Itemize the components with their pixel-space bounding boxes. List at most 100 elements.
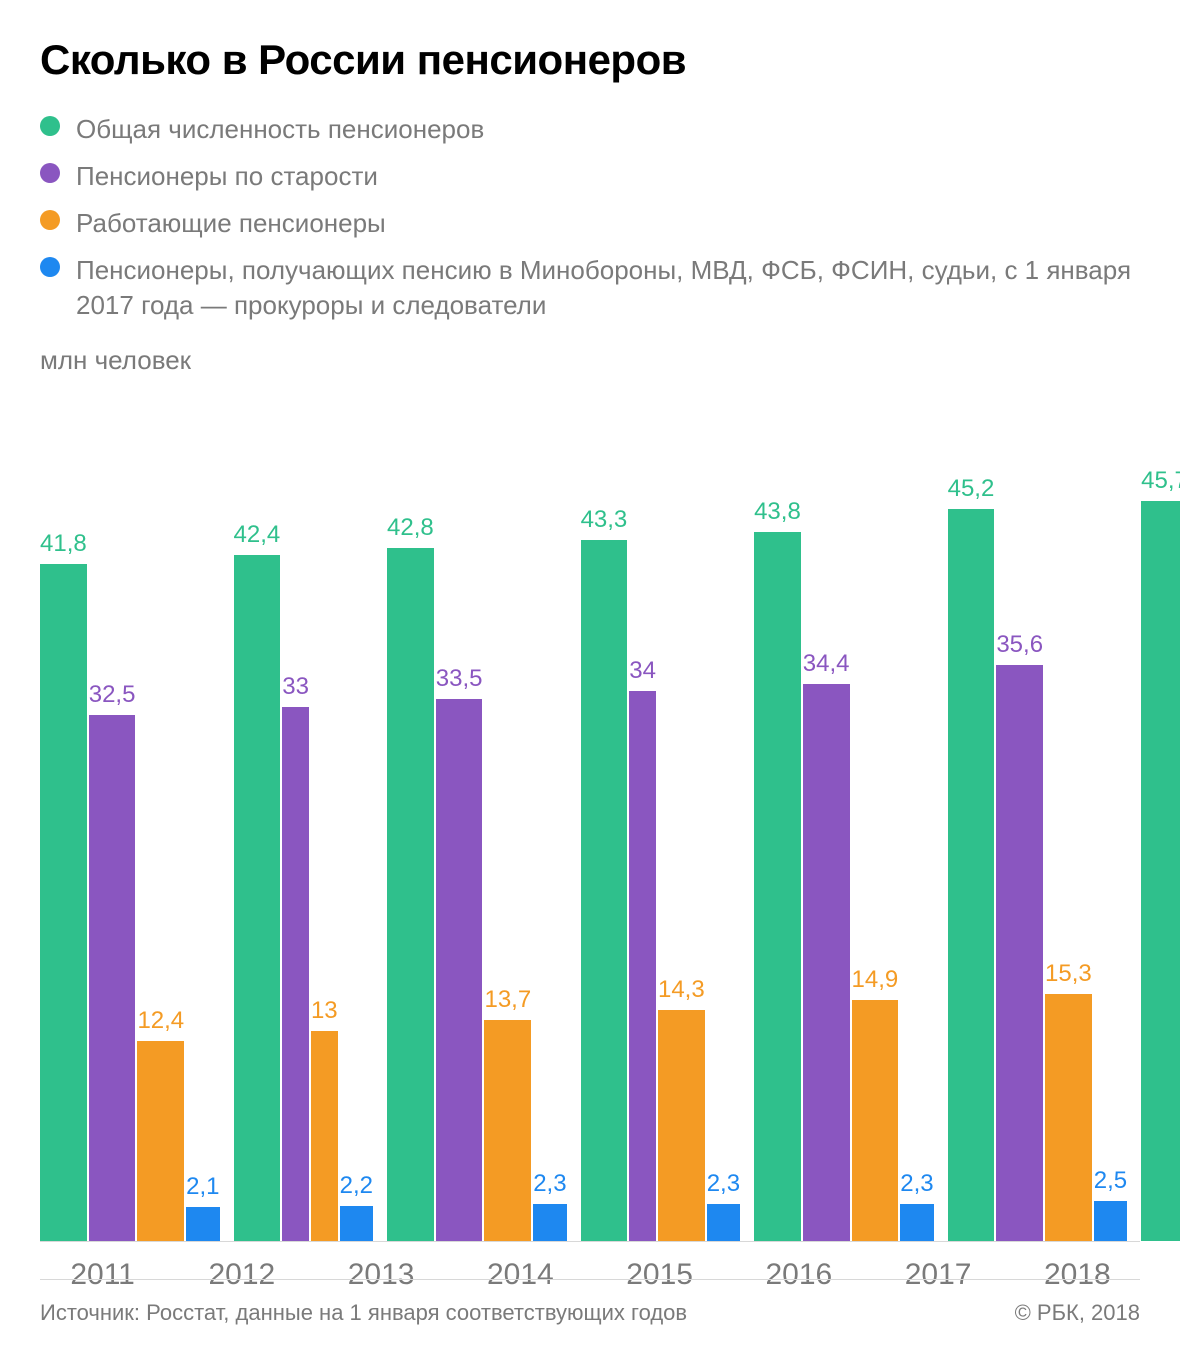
bar-value-label: 13,7 [484, 986, 531, 1014]
bar-value-label: 42,4 [234, 521, 281, 549]
year-group: 42,8 33,5 13,7 2,3 [387, 432, 567, 1241]
legend: Общая численность пенсионеров Пенсионеры … [40, 112, 1140, 323]
bar-wrap: 14,3 [658, 432, 705, 1241]
bar [1094, 1201, 1127, 1242]
bar-value-label: 2,3 [900, 1170, 933, 1198]
bar [533, 1204, 566, 1241]
bar [996, 665, 1043, 1242]
bar [754, 532, 801, 1242]
bar [234, 555, 281, 1242]
bar-wrap: 35,6 [996, 432, 1043, 1241]
year-group: 41,8 32,5 12,4 2,1 [40, 432, 220, 1241]
bar [137, 1041, 184, 1242]
legend-label: Пенсионеры, получающих пенсию в Миноборо… [76, 253, 1140, 323]
bar-wrap: 45,7 [1141, 432, 1180, 1241]
bar-wrap: 41,8 [40, 432, 87, 1241]
bar-wrap: 34,4 [803, 432, 850, 1241]
bar-wrap: 14,9 [852, 432, 899, 1241]
bar [852, 1000, 899, 1241]
bar [1141, 501, 1180, 1241]
bar [581, 540, 628, 1241]
bar-wrap: 13 [311, 432, 338, 1241]
bar-value-label: 14,3 [658, 976, 705, 1004]
bar [629, 691, 656, 1242]
legend-marker [40, 163, 60, 183]
bar-wrap: 2,3 [707, 432, 740, 1241]
chart-title: Сколько в России пенсионеров [40, 36, 1140, 84]
bar-wrap: 43,3 [581, 432, 628, 1241]
year-group: 43,8 34,4 14,9 2,3 [754, 432, 934, 1241]
bar-value-label: 14,9 [852, 966, 899, 994]
bar-wrap: 2,3 [533, 432, 566, 1241]
bar [387, 548, 434, 1241]
bar [803, 684, 850, 1241]
unit-label: млн человек [40, 345, 1140, 376]
bar-value-label: 33,5 [436, 665, 483, 693]
legend-item: Пенсионеры по старости [40, 159, 1140, 194]
bar [948, 509, 995, 1241]
bar-wrap: 42,4 [234, 432, 281, 1241]
year-group: 43,3 34 14,3 2,3 [581, 432, 741, 1241]
legend-label: Работающие пенсионеры [76, 206, 386, 241]
year-group: 45,7369,92,5 [1141, 432, 1180, 1241]
legend-marker [40, 116, 60, 136]
chart-footer: Источник: Росстат, данные на 1 января со… [40, 1279, 1140, 1326]
bar [436, 699, 483, 1242]
bar-wrap: 43,8 [754, 432, 801, 1241]
bar [40, 564, 87, 1241]
bar-value-label: 2,3 [707, 1170, 740, 1198]
bar-wrap: 2,2 [340, 432, 373, 1241]
bar-value-label: 12,4 [137, 1007, 184, 1035]
bar-value-label: 2,1 [186, 1173, 219, 1201]
bar-value-label: 2,3 [533, 1170, 566, 1198]
legend-item: Общая численность пенсионеров [40, 112, 1140, 147]
bar-value-label: 2,2 [340, 1172, 373, 1200]
bar-value-label: 43,3 [581, 506, 628, 534]
year-group: 45,2 35,6 15,3 2,5 [948, 432, 1128, 1241]
bar [484, 1020, 531, 1242]
bar-wrap: 2,1 [186, 432, 219, 1241]
copyright-text: © РБК, 2018 [1015, 1300, 1140, 1326]
bar-value-label: 45,2 [948, 475, 995, 503]
bar-chart: 41,8 32,5 12,4 2,1 42,4 33 13 2,2 42,8 33,5 13,7 2,… [40, 432, 1140, 1242]
bar-value-label: 34,4 [803, 650, 850, 678]
bar-value-label: 13 [311, 997, 338, 1025]
bar [340, 1206, 373, 1242]
bar-value-label: 41,8 [40, 530, 87, 558]
bar-wrap: 42,8 [387, 432, 434, 1241]
bar-value-label: 35,6 [996, 631, 1043, 659]
bar-wrap: 2,3 [900, 432, 933, 1241]
bar-value-label: 15,3 [1045, 960, 1092, 988]
legend-marker [40, 257, 60, 277]
bar [1045, 994, 1092, 1242]
bar-value-label: 34 [629, 657, 656, 685]
legend-label: Пенсионеры по старости [76, 159, 378, 194]
legend-marker [40, 210, 60, 230]
bar [900, 1204, 933, 1241]
legend-item: Работающие пенсионеры [40, 206, 1140, 241]
legend-label: Общая численность пенсионеров [76, 112, 484, 147]
bar-wrap: 2,5 [1094, 432, 1127, 1241]
bar-wrap: 33,5 [436, 432, 483, 1241]
bar-wrap: 45,2 [948, 432, 995, 1241]
year-group: 42,4 33 13 2,2 [234, 432, 374, 1241]
source-text: Источник: Росстат, данные на 1 января со… [40, 1300, 687, 1326]
bar [89, 715, 136, 1242]
bar-value-label: 43,8 [754, 498, 801, 526]
bar-value-label: 32,5 [89, 681, 136, 709]
bar-wrap: 12,4 [137, 432, 184, 1241]
bar-wrap: 34 [629, 432, 656, 1241]
bar-value-label: 45,7 [1141, 467, 1180, 495]
bar-wrap: 13,7 [484, 432, 531, 1241]
bar-wrap: 15,3 [1045, 432, 1092, 1241]
bar [282, 707, 309, 1242]
bar-wrap: 32,5 [89, 432, 136, 1241]
bar-value-label: 33 [282, 673, 309, 701]
bar [658, 1010, 705, 1242]
legend-item: Пенсионеры, получающих пенсию в Миноборо… [40, 253, 1140, 323]
bar [707, 1204, 740, 1241]
bar-value-label: 2,5 [1094, 1167, 1127, 1195]
bar-wrap: 33 [282, 432, 309, 1241]
bar [186, 1207, 219, 1241]
bar-value-label: 42,8 [387, 514, 434, 542]
